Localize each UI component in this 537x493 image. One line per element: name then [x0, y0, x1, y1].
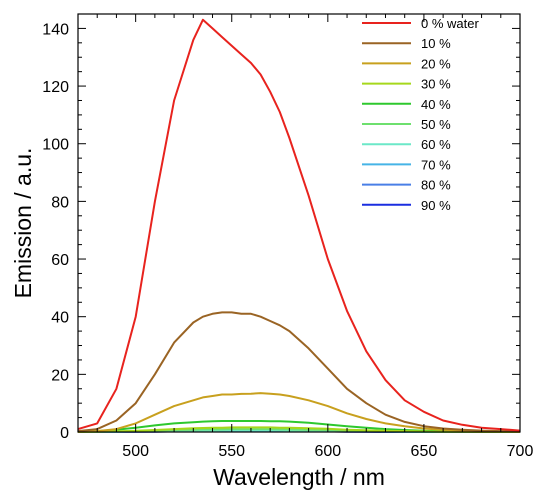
legend: 0 % water 10 % 20 % 30 % 40 % 50 % 60 % 70 % 80 …	[362, 16, 479, 213]
axis-tick-labels: 0 20 40 60 80 100 120 140 500 550 600 650 700	[42, 21, 533, 460]
y-tick-label: 120	[42, 79, 69, 96]
y-tick-label: 100	[42, 137, 69, 154]
legend-label: 20 %	[421, 56, 451, 71]
plot-frame	[77, 13, 521, 433]
series-line	[77, 311, 521, 433]
series-lines	[77, 18, 521, 433]
x-tick-label: 600	[314, 443, 341, 460]
x-tick-label: 500	[122, 443, 149, 460]
series-line	[77, 18, 521, 432]
x-tick-label: 700	[507, 443, 534, 460]
legend-label: 10 %	[421, 36, 451, 51]
axis-ticks	[77, 13, 521, 433]
y-tick-label: 80	[51, 194, 69, 211]
legend-label: 30 %	[421, 77, 451, 92]
x-tick-label: 650	[411, 443, 438, 460]
legend-label: 70 %	[421, 157, 451, 172]
y-tick-label: 140	[42, 21, 69, 38]
legend-label: 0 % water	[421, 16, 479, 31]
y-tick-label: 20	[51, 367, 69, 384]
x-axis-title: Wavelength / nm	[213, 464, 385, 490]
legend-label: 60 %	[421, 137, 451, 152]
y-tick-label: 40	[51, 310, 69, 327]
series-line	[77, 392, 521, 433]
x-tick-label: 550	[218, 443, 245, 460]
y-axis-title: Emission / a.u.	[10, 148, 36, 299]
y-tick-label: 0	[60, 425, 69, 442]
legend-label: 90 %	[421, 198, 451, 213]
y-tick-label: 60	[51, 252, 69, 269]
legend-label: 50 %	[421, 117, 451, 132]
legend-label: 80 %	[421, 178, 451, 193]
legend-label: 40 %	[421, 97, 451, 112]
